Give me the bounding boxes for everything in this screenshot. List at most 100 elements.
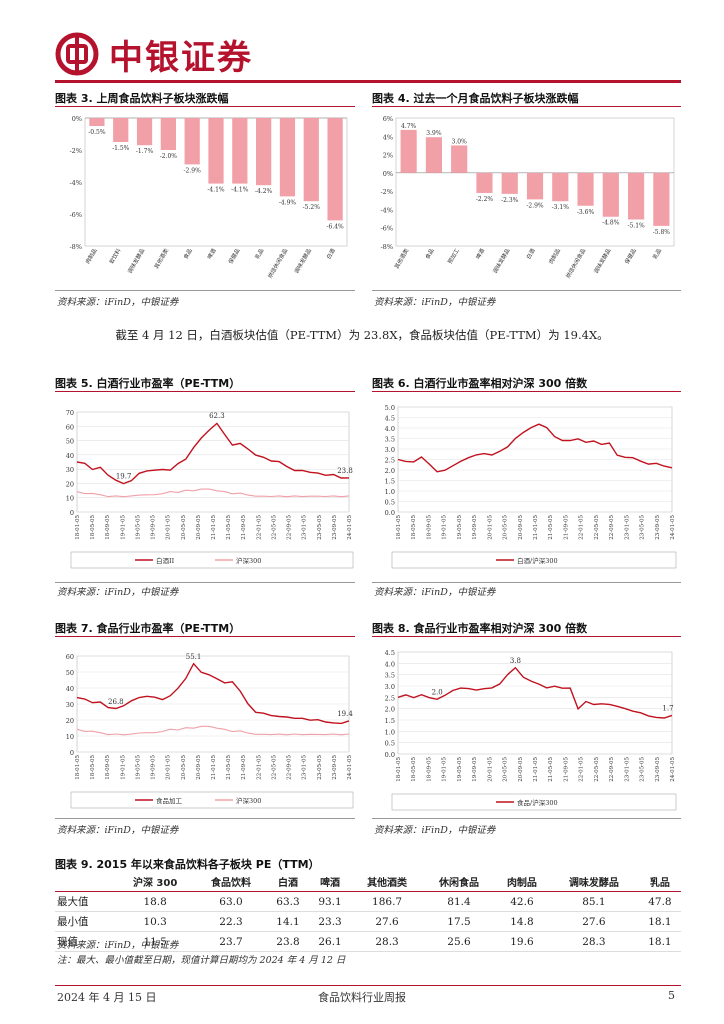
figure-9-source: 资料来源：iFinD，中银证券 — [57, 940, 179, 951]
legend-box — [70, 551, 354, 569]
data-label: -4.1% — [207, 187, 225, 194]
y-tick-label: 3.5 — [385, 672, 395, 680]
brand-name: 中银证券 — [109, 38, 253, 78]
figure-4-bottom-rule — [372, 290, 681, 291]
x-tick-label: 21-01-05 — [211, 755, 217, 780]
table-cell: 63.3 — [266, 891, 310, 912]
table-cell: 25.6 — [423, 931, 495, 952]
table-cell: 26.1 — [309, 931, 352, 952]
figure-6-title: 图表 6. 白酒行业市盈率相对沪深 300 倍数 — [372, 377, 588, 390]
bar — [653, 172, 670, 226]
bar — [400, 129, 417, 173]
table-cell: 现值 — [55, 931, 116, 952]
x-tick-label: 其他酒类 — [392, 247, 410, 270]
bar — [279, 118, 296, 197]
x-tick-label: 23-01-05 — [624, 757, 630, 782]
table-cell: 14.1 — [266, 911, 310, 932]
legend-label: 食品加工 — [156, 796, 183, 805]
x-tick-label: 21-01-05 — [533, 515, 539, 540]
x-tick-label: 21-09-05 — [241, 755, 247, 780]
figure-7-title: 图表 7. 食品行业市盈率（PE-TTM） — [55, 622, 241, 635]
header-rule — [55, 80, 681, 83]
y-tick-label: 30 — [66, 466, 74, 474]
table-row: 最小值 10.3 22.3 14.1 23.3 27.6 17.5 14.8 2… — [55, 911, 681, 932]
figure-4-rule — [372, 106, 681, 107]
x-tick-label: 22-05-05 — [594, 515, 600, 540]
data-label: 3.9% — [426, 130, 442, 137]
table-cell: 28.3 — [351, 931, 424, 952]
x-tick-label: 调味发酵品 — [126, 247, 147, 275]
data-label: -1.7% — [136, 148, 154, 155]
x-tick-label: 18-09-05 — [426, 515, 432, 540]
x-tick-label: 19-09-05 — [472, 515, 478, 540]
x-tick-label: 18-05-05 — [90, 515, 96, 540]
x-tick-label: 21-01-05 — [533, 757, 539, 782]
x-tick-label: 19-09-05 — [151, 755, 157, 780]
y-tick-label: -4% — [69, 179, 82, 187]
legend-label: 白酒/沪深300 — [517, 556, 558, 565]
x-tick-label: 19-05-05 — [457, 515, 463, 540]
figure-4-source: 资料来源：iFinD，中银证券 — [374, 297, 496, 308]
x-tick-label: 24-01-05 — [670, 515, 676, 540]
x-tick-label: 食品 — [423, 247, 436, 261]
table-cell: 17.5 — [423, 911, 495, 932]
table-row: 最大值 18.8 63.0 63.3 93.1 186.7 81.4 42.6 … — [55, 891, 681, 912]
x-tick-label: 20-05-05 — [503, 757, 509, 782]
figure-7-bottom-rule — [55, 818, 355, 819]
x-tick-label: 保健品 — [623, 247, 638, 266]
figure-8-chart: 0.0 0.5 1.0 1.5 2.0 2.5 3.0 3.5 4.0 4.5 18-01-05 18… — [385, 649, 677, 811]
bar — [628, 172, 645, 220]
x-tick-label: 23-05-05 — [317, 515, 323, 540]
x-tick-label: 20-01-05 — [487, 757, 493, 782]
y-tick-label: 50 — [66, 438, 74, 446]
x-tick-label: 20-05-05 — [503, 515, 509, 540]
y-tick-label: 5.0 — [385, 404, 395, 412]
data-label: -1.5% — [112, 145, 130, 152]
x-tick-label: 18-05-05 — [411, 515, 417, 540]
x-tick-label: 其他酒类 — [152, 247, 170, 270]
table-cell: 81.4 — [423, 891, 495, 912]
x-tick-label: 21-09-05 — [563, 515, 569, 540]
x-tick-label: 调味发酵品 — [592, 247, 613, 275]
x-tick-label: 19-05-05 — [135, 755, 141, 780]
x-tick-label: 保健品 — [226, 247, 241, 266]
x-tick-label: 18-01-05 — [75, 515, 81, 540]
table-cell: 63.0 — [195, 891, 267, 912]
y-tick-label: 60 — [66, 423, 74, 431]
series-line-1 — [397, 666, 673, 719]
y-tick-label: 2.5 — [385, 694, 395, 702]
data-label: 3.0% — [452, 138, 468, 145]
y-tick-label: -2% — [380, 188, 393, 196]
pe-table-header: 啤酒 — [309, 872, 352, 892]
x-tick-label: 24-01-05 — [347, 755, 353, 780]
data-label: 23.8 — [337, 467, 353, 475]
x-tick-label: 18-09-05 — [105, 755, 111, 780]
x-tick-label: 23-05-05 — [317, 755, 323, 780]
y-tick-label: 2% — [383, 152, 393, 160]
y-tick-label: 1.5 — [385, 717, 395, 725]
series-line-1 — [76, 662, 350, 725]
y-tick-label: 1.0 — [385, 488, 395, 496]
y-tick-label: 2.0 — [385, 706, 395, 714]
x-tick-label: 23-09-05 — [655, 757, 661, 782]
table-cell: 27.6 — [548, 911, 639, 932]
y-tick-label: 4.0 — [385, 660, 395, 668]
data-label: -4.8% — [602, 220, 620, 227]
x-tick-label: 22-05-05 — [594, 757, 600, 782]
figure-8-source: 资料来源：iFinD，中银证券 — [374, 825, 496, 836]
data-label: -5.8% — [653, 229, 671, 236]
figure-7-source: 资料来源：iFinD，中银证券 — [57, 825, 179, 836]
figure-5-rule — [55, 391, 355, 392]
figure-6-source: 资料来源：iFinD，中银证券 — [374, 587, 496, 598]
y-tick-label: 0.0 — [385, 509, 395, 517]
x-tick-label: 23-05-05 — [640, 515, 646, 540]
series-line-1 — [76, 422, 350, 485]
y-tick-label: 50 — [66, 669, 74, 677]
x-tick-label: 烘焙休闲食品 — [266, 247, 290, 280]
figure-6-bottom-rule — [372, 582, 681, 583]
x-tick-label: 乳品 — [651, 247, 664, 261]
x-tick-label: 21-05-05 — [548, 515, 554, 540]
series-line-2 — [76, 488, 350, 498]
table-cell: 19.6 — [494, 931, 549, 952]
x-tick-label: 22-05-05 — [271, 755, 277, 780]
